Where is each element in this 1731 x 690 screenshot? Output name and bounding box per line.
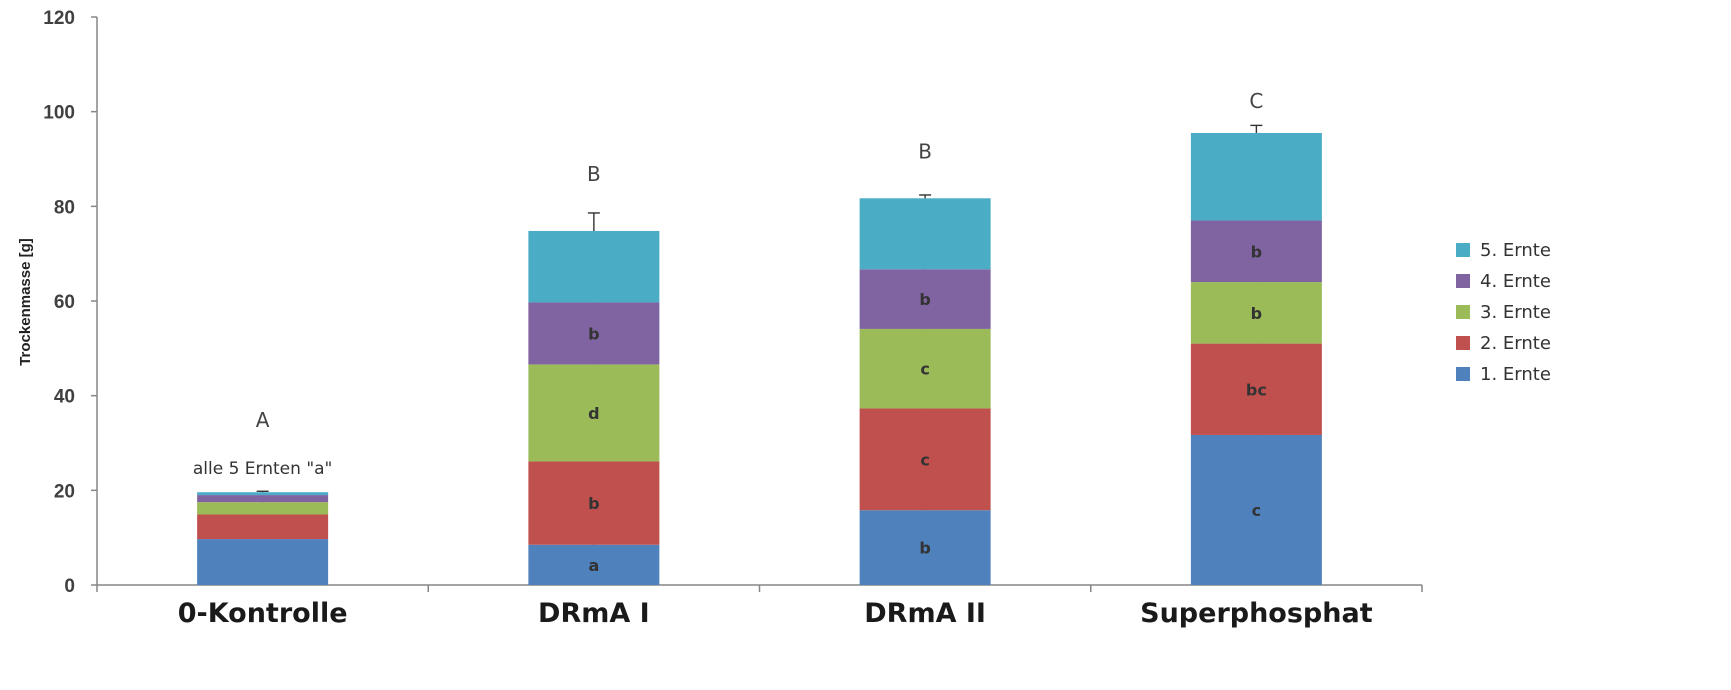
bar-segment xyxy=(197,514,329,540)
x-category-label: DRmA I xyxy=(538,598,650,629)
bar-segment xyxy=(197,495,329,503)
bar-segment xyxy=(1190,282,1322,344)
bar-segment xyxy=(197,492,329,496)
bar-segment xyxy=(1190,343,1322,435)
segment-label: d xyxy=(588,404,599,423)
bar-top-label: B xyxy=(587,162,601,186)
legend-swatch xyxy=(1456,336,1470,350)
segment-label: b xyxy=(919,290,930,309)
y-tick-label: 40 xyxy=(54,387,75,408)
bar-segment xyxy=(528,302,660,365)
segment-label: b xyxy=(919,539,930,558)
segment-label: a xyxy=(588,556,599,575)
y-tick-label: 20 xyxy=(54,481,75,502)
y-tick-label: 80 xyxy=(54,197,75,218)
bar-top-label: A xyxy=(256,408,270,432)
bar-segment xyxy=(528,461,660,545)
segment-label: b xyxy=(1251,304,1262,323)
bar-segment xyxy=(197,539,329,585)
x-category-label: Superphosphat xyxy=(1140,598,1373,629)
bar-segment xyxy=(528,544,660,585)
x-tick-group: 0-Kontrolle DRmA I DRmA II Superphosphat xyxy=(96,585,1423,629)
y-axis: 0 20 40 60 80 100 120 xyxy=(43,8,98,597)
bar-segment xyxy=(859,510,991,585)
segment-label: b xyxy=(588,494,599,513)
legend-swatch xyxy=(1456,243,1470,257)
x-category-label: 0-Kontrolle xyxy=(178,598,348,629)
y-tick-label: 0 xyxy=(64,576,75,597)
bar-segment xyxy=(859,408,991,511)
bar-segment xyxy=(1190,132,1322,221)
y-tick-label: 100 xyxy=(43,103,75,124)
legend-label: 2. Ernte xyxy=(1480,333,1551,354)
segment-label: b xyxy=(1251,242,1262,261)
bar-segment xyxy=(859,269,991,329)
bar-top-label: B xyxy=(918,139,932,163)
y-tick-group: 0 20 40 60 80 100 120 xyxy=(43,8,97,597)
bar-segment xyxy=(197,502,329,515)
y-tick-label: 60 xyxy=(54,292,75,313)
bar-top-label: C xyxy=(1249,89,1263,113)
legend-swatch xyxy=(1456,305,1470,319)
legend-label: 4. Ernte xyxy=(1480,271,1551,292)
bar-segment xyxy=(528,230,660,303)
legend-swatch xyxy=(1456,274,1470,288)
bar-segment xyxy=(859,328,991,409)
legend-label: 1. Ernte xyxy=(1480,364,1551,385)
bar-segment xyxy=(859,198,991,270)
y-tick-label: 120 xyxy=(43,8,75,29)
legend-label: 5. Ernte xyxy=(1480,240,1551,261)
legend: 5. Ernte 4. Ernte 3. Ernte 2. Ernte 1. Ernte xyxy=(1456,240,1551,385)
bar-segment xyxy=(528,364,660,462)
annotation-text: alle 5 Ernten "a" xyxy=(193,459,333,479)
bar-segment xyxy=(1190,220,1322,283)
bar-segment xyxy=(1190,434,1322,585)
legend-swatch xyxy=(1456,367,1470,381)
legend-label: 3. Ernte xyxy=(1480,302,1551,323)
segment-label: c xyxy=(1252,501,1261,520)
segment-label: bc xyxy=(1246,380,1267,399)
segment-label: c xyxy=(920,360,929,379)
x-category-label: DRmA II xyxy=(864,598,986,629)
y-axis-label: Trockenmasse [g] xyxy=(17,238,34,366)
segment-label: b xyxy=(588,324,599,343)
segment-label: c xyxy=(920,450,929,469)
